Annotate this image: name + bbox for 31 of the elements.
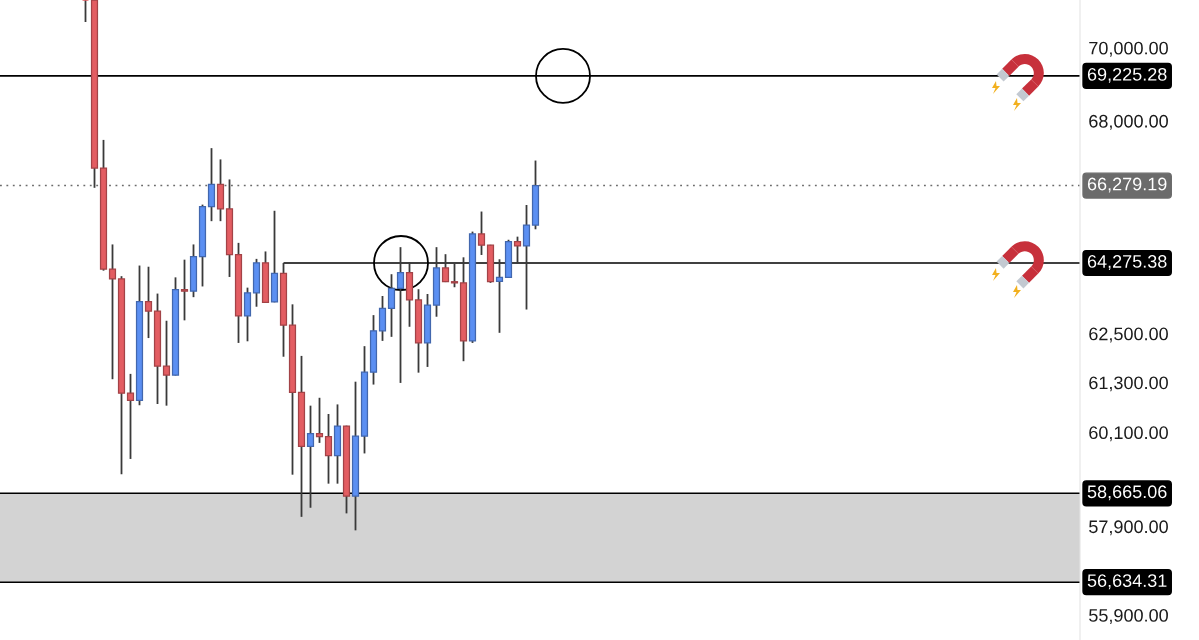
ref-line-label: 56,634.31 xyxy=(1087,574,1167,590)
candlestick xyxy=(126,372,135,460)
y-tick-label: 62,500.00 xyxy=(1089,327,1168,343)
y-tick-label: 61,300.00 xyxy=(1089,376,1168,392)
candlestick xyxy=(396,246,405,384)
candlestick xyxy=(315,396,324,444)
ref-line-label: 66,279.19 xyxy=(1087,177,1167,193)
candlestick xyxy=(522,204,531,311)
candlestick xyxy=(243,286,252,343)
ref-line-label: 64,275.38 xyxy=(1087,255,1167,270)
candlestick xyxy=(162,319,171,407)
candlestick xyxy=(180,258,189,322)
y-tick-label: 55,900.00 xyxy=(1089,609,1168,624)
candlestick xyxy=(513,235,522,265)
y-tick-label: 57,900.00 xyxy=(1089,520,1168,536)
candlestick xyxy=(495,258,504,334)
candlestick xyxy=(441,253,450,284)
candlestick xyxy=(387,273,396,338)
candlestick xyxy=(450,263,459,289)
candlestick xyxy=(477,210,486,256)
ref-line-label: 58,665.06 xyxy=(1087,485,1167,501)
candlestick xyxy=(324,413,333,485)
ref-line-label: 69,225.28 xyxy=(1087,67,1167,83)
candlestick xyxy=(144,265,153,339)
candlestick xyxy=(108,243,117,381)
y-tick-label: 70,000.00 xyxy=(1089,41,1168,57)
candlestick xyxy=(378,295,387,342)
y-tick-label: 68,000.00 xyxy=(1089,114,1168,130)
candlestick xyxy=(306,404,315,509)
y-tick-label: 60,100.00 xyxy=(1089,426,1168,442)
candlestick xyxy=(207,147,216,223)
